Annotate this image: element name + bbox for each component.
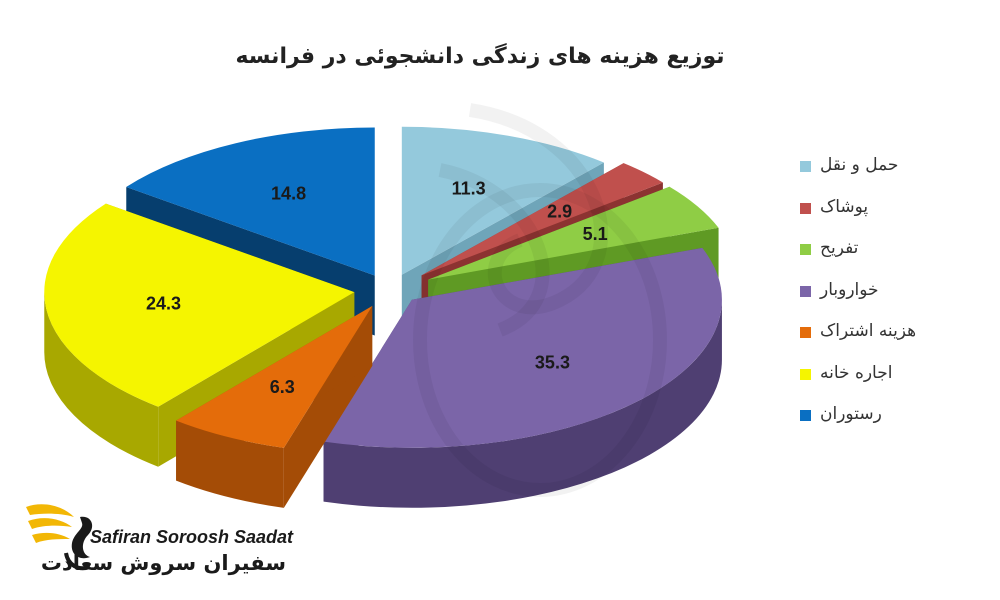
pie-slice-top bbox=[44, 203, 355, 407]
legend-item: رستوران bbox=[795, 404, 955, 426]
pie-slice-top bbox=[176, 306, 373, 448]
legend-swatch bbox=[800, 285, 811, 297]
pie-slice-side bbox=[44, 292, 159, 467]
legend-item: خواروبار bbox=[795, 280, 955, 302]
legend-item: اجاره خانه bbox=[795, 363, 955, 385]
data-label: 14.8 bbox=[271, 183, 306, 203]
brand-name-fa: سفیران سروش سعادت bbox=[40, 551, 286, 575]
pie-slice-top bbox=[401, 126, 604, 275]
legend-swatch bbox=[800, 202, 811, 214]
legend-swatch bbox=[800, 244, 811, 255]
legend-swatch bbox=[800, 161, 811, 172]
data-label: 5.1 bbox=[583, 224, 608, 244]
pie-slice bbox=[323, 247, 722, 508]
legend-swatch bbox=[800, 410, 811, 421]
brand-logo: Safiran Soroosh Saadat سفیران سروش سعادت bbox=[22, 495, 302, 585]
legend-item: تفریح bbox=[795, 238, 955, 260]
data-label: 24.3 bbox=[146, 293, 181, 313]
legend-label: پوشاک bbox=[820, 196, 869, 217]
pie-slice-top bbox=[323, 247, 722, 448]
data-label: 35.3 bbox=[535, 352, 570, 372]
legend-item: حمل و نقل bbox=[795, 155, 955, 177]
legend: حمل و نقل پوشاک تفریح خواروبار هزینه اشتراک ا… bbox=[795, 155, 955, 446]
swan-wings-icon bbox=[26, 504, 93, 571]
pie-slice-side bbox=[176, 420, 284, 508]
legend-label: رستوران bbox=[820, 404, 882, 424]
pie-slice-top bbox=[421, 163, 663, 276]
legend-label: هزینه اشتراک bbox=[820, 321, 917, 341]
legend-swatch bbox=[800, 368, 811, 380]
legend-label: خواروبار bbox=[820, 279, 879, 300]
legend-item: هزینه اشتراک bbox=[795, 321, 955, 343]
legend-label: تفریح bbox=[820, 238, 859, 258]
legend-swatch bbox=[800, 327, 811, 338]
pie-slice-top bbox=[428, 186, 719, 280]
chart-title: توزیع هزینه های زندگی دانشجوئی در فرانسه bbox=[235, 44, 725, 69]
pie-slice-top bbox=[126, 127, 375, 276]
legend-label: حمل و نقل bbox=[820, 155, 899, 175]
data-label: 6.3 bbox=[270, 377, 295, 397]
brand-name-en: Safiran Soroosh Saadat bbox=[90, 527, 294, 547]
legend-item: پوشاک bbox=[795, 197, 955, 219]
pie-slice-side bbox=[323, 299, 722, 508]
legend-label: اجاره خانه bbox=[820, 362, 893, 383]
data-label: 11.3 bbox=[452, 179, 486, 199]
pie-slice bbox=[176, 306, 373, 508]
data-label: 2.9 bbox=[547, 202, 572, 222]
